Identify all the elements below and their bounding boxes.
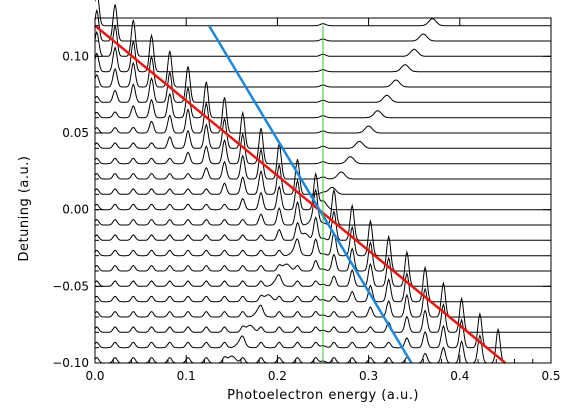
y-tick-label: 0.10 [62, 49, 89, 63]
red-line [94, 24, 507, 364]
plot-frame [94, 17, 552, 364]
y-axis-title: Detuning (a.u.) [17, 156, 32, 262]
y-tick-label: −0.05 [52, 279, 89, 293]
spectrum-trace [95, 0, 551, 27]
y-axis-ticks: −0.10 −0.05 0.00 0.05 0.10 [52, 25, 551, 370]
x-tick-label: 0.4 [450, 369, 469, 383]
y-tick-label: 0.05 [62, 126, 89, 140]
x-tick-label: 0.0 [85, 369, 104, 383]
reference-lines [94, 24, 507, 364]
x-tick-label: 0.3 [359, 369, 378, 383]
blue-line [207, 25, 413, 364]
x-axis-title: Photoelectron energy (a.u.) [227, 388, 419, 403]
x-tick-label: 0.5 [541, 369, 560, 383]
y-tick-label: −0.10 [52, 356, 89, 370]
x-axis-ticks: 0.0 0.1 0.2 0.3 0.4 0.5 [85, 18, 561, 383]
x-tick-label: 0.1 [177, 369, 196, 383]
x-tick-label: 0.2 [268, 369, 287, 383]
y-tick-label: 0.00 [62, 203, 89, 217]
